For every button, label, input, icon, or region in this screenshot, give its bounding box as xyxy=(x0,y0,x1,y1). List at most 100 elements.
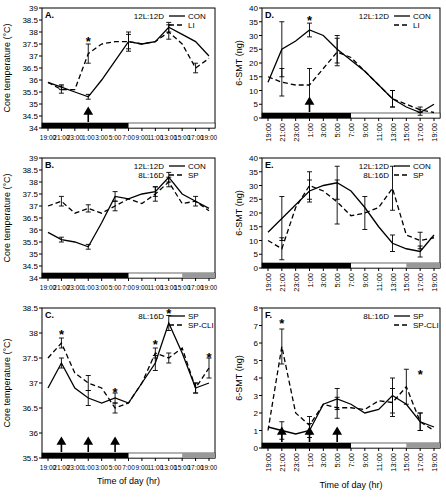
panel-title: C. xyxy=(45,310,54,320)
significance-mark: * xyxy=(153,337,159,352)
x-tick xyxy=(337,448,338,451)
error-bar xyxy=(193,383,198,393)
x-tick xyxy=(74,458,75,461)
error-bar xyxy=(193,63,198,73)
y-tick-label: 20 xyxy=(249,209,258,218)
x-tick xyxy=(420,448,421,451)
x-tick xyxy=(141,278,142,281)
y-tick-label: 1 xyxy=(254,427,259,436)
x-tick xyxy=(351,268,352,271)
legend-label: SP-CLI xyxy=(413,321,439,330)
y-axis-label: 6-SMT (ng) xyxy=(234,355,244,400)
light-cycle-label: 8L:16D xyxy=(363,312,389,321)
legend-label: LI xyxy=(413,21,420,30)
light-bar xyxy=(262,443,440,448)
y-tick-label: 0 xyxy=(254,444,259,453)
x-tick-label: 17:00 xyxy=(416,453,425,472)
light-cycle-label: 8L:16D xyxy=(138,312,164,321)
panel-title: F. xyxy=(265,310,272,320)
significance-mark: * xyxy=(113,385,119,400)
x-tick xyxy=(182,458,183,461)
panel: 0123456786-SMT (ng)19:0021:0023:001:003:… xyxy=(234,304,440,490)
plot-frame xyxy=(42,8,215,128)
error-bar xyxy=(86,94,91,99)
x-tick-label: 19:00 xyxy=(430,453,439,472)
y-tick-label: 5 xyxy=(254,100,259,109)
x-tick-label: 19:00 xyxy=(201,284,218,291)
legend-label: SP xyxy=(188,312,199,321)
error-bar xyxy=(153,187,158,201)
figure: 3434.53535.53636.53737.53838.539Core tem… xyxy=(0,0,446,500)
series-line xyxy=(48,27,209,97)
x-tick xyxy=(309,448,310,451)
y-tick xyxy=(39,358,42,359)
dark-phase xyxy=(182,453,215,458)
x-tick-label: 23:00 xyxy=(292,273,301,292)
error-bar xyxy=(307,172,312,200)
error-bar xyxy=(113,201,118,211)
y-tick xyxy=(259,430,262,431)
error-bar xyxy=(193,196,198,206)
x-tick-label: 1:00 xyxy=(306,123,315,138)
y-tick xyxy=(259,49,262,50)
y-tick-label: 8 xyxy=(254,304,259,313)
x-tick xyxy=(309,118,310,121)
significance-mark: * xyxy=(166,306,172,321)
y-tick xyxy=(259,413,262,414)
x-tick xyxy=(155,458,156,461)
error-bar xyxy=(418,413,423,431)
dark-phase xyxy=(262,263,351,268)
error-bar xyxy=(404,369,409,404)
x-tick xyxy=(378,448,379,451)
x-tick xyxy=(48,278,49,281)
error-bar xyxy=(86,244,91,249)
y-tick-label: 36.5 xyxy=(22,404,38,413)
x-tick-label: 3:00 xyxy=(319,273,328,288)
x-tick xyxy=(295,268,296,271)
y-tick xyxy=(39,170,42,171)
y-tick xyxy=(39,458,42,459)
y-tick-label: 0 xyxy=(254,264,259,273)
x-axis-label: Time of day (hr) xyxy=(97,476,160,486)
injection-arrow xyxy=(112,438,119,452)
y-tick-label: 10 xyxy=(249,87,258,96)
error-bar xyxy=(335,397,340,418)
x-tick xyxy=(420,268,421,271)
light-cycle-label: 12L:12D xyxy=(359,162,389,171)
legend-label: SP xyxy=(413,171,424,180)
y-tick xyxy=(39,158,42,159)
y-tick-label: 39 xyxy=(29,4,38,13)
x-tick xyxy=(141,458,142,461)
light-cycle-label: 8L:16D xyxy=(138,171,164,180)
x-tick xyxy=(168,458,169,461)
y-tick-label: 3 xyxy=(254,392,259,401)
x-tick-label: 5:00 xyxy=(109,464,122,471)
injection-arrow xyxy=(306,428,313,442)
x-tick xyxy=(281,448,282,451)
y-tick xyxy=(39,194,42,195)
error-bar xyxy=(390,91,395,108)
panel-title: E. xyxy=(265,160,274,170)
significance-mark: * xyxy=(206,350,212,365)
error-bar xyxy=(279,69,284,97)
x-tick-label: 11:00 xyxy=(375,273,384,291)
series-line xyxy=(268,183,434,252)
y-tick xyxy=(259,171,262,172)
x-tick-label: 1:00 xyxy=(306,273,315,288)
y-tick-label: 2 xyxy=(254,409,259,418)
x-tick-label: 7:00 xyxy=(122,284,135,291)
y-tick xyxy=(39,230,42,231)
x-tick xyxy=(195,278,196,281)
x-tick xyxy=(323,268,324,271)
series-line xyxy=(268,30,434,113)
x-tick xyxy=(195,458,196,461)
x-tick-label: 5:00 xyxy=(109,134,122,141)
y-tick-label: 15 xyxy=(249,73,258,82)
y-tick xyxy=(39,80,42,81)
dark-phase xyxy=(406,263,440,268)
significance-mark: * xyxy=(86,34,92,49)
panel: 3434.53535.53636.53737.53838.539Core tem… xyxy=(2,4,218,141)
legend-swatch xyxy=(169,324,185,325)
y-tick xyxy=(39,242,42,243)
y-tick xyxy=(259,378,262,379)
